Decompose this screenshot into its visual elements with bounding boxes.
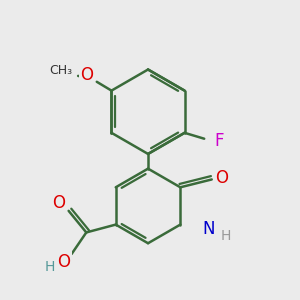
Text: H: H	[45, 260, 55, 274]
Text: O: O	[215, 169, 228, 188]
Text: O: O	[57, 253, 70, 271]
Text: N: N	[202, 220, 215, 238]
Text: H: H	[220, 230, 231, 243]
Text: O: O	[52, 194, 65, 212]
Text: O: O	[80, 66, 94, 84]
Text: F: F	[214, 132, 224, 150]
Text: CH₃: CH₃	[49, 64, 72, 76]
